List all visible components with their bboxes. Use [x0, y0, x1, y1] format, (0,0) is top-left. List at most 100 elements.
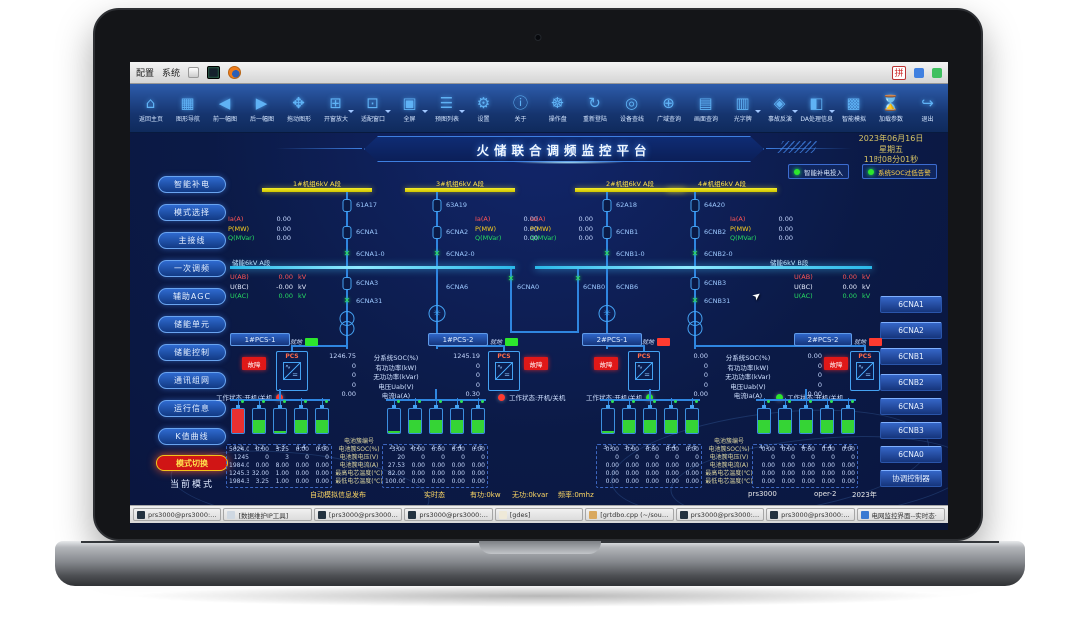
pcs-converter-box[interactable]: PCS ∿ = — [488, 351, 520, 391]
sidebar-item-run-info[interactable]: 运行信息 — [158, 400, 226, 417]
menu-system[interactable]: 系统 — [162, 69, 181, 79]
disconnector-icon[interactable]: ✕ — [603, 249, 611, 258]
sidebar-item-network[interactable]: 通讯组网 — [158, 372, 226, 389]
disconnector-icon[interactable]: ✕ — [507, 274, 515, 283]
right-button-6cnb1[interactable]: 6CNB1 — [880, 348, 942, 365]
sidebar-item-main-wiring[interactable]: 主接线 — [158, 232, 226, 249]
ime-indicator[interactable]: 拼 — [892, 65, 906, 80]
time-text: 11时08分01秒 — [863, 155, 919, 164]
toolbar-button-device-search[interactable]: ◎ 设备查线 — [613, 86, 650, 131]
disconnector-icon[interactable]: ✕ — [574, 274, 582, 283]
right-button-6cna1[interactable]: 6CNA1 — [880, 296, 942, 313]
disconnector-icon[interactable]: ✕ — [691, 296, 699, 305]
disconnector-icon[interactable]: ✕ — [343, 249, 351, 258]
pcs-converter-box[interactable]: PCS ∿ = — [276, 351, 308, 391]
sidebar-item-smart-charge[interactable]: 智能补电 — [158, 176, 226, 193]
menu-config[interactable]: 配置 — [136, 69, 155, 79]
toolbar-button-prev[interactable]: ◀ 前一幅图 — [206, 86, 243, 131]
breaker-symbol[interactable] — [432, 199, 442, 212]
toolbar-button-wide-query[interactable]: ⊕ 广域查询 — [650, 86, 687, 131]
pcs-converter-box[interactable]: PCS ∿ = — [628, 351, 660, 391]
right-button-6cna3[interactable]: 6CNA3 — [880, 398, 942, 415]
table-cell: 1246.75 — [329, 352, 356, 360]
toolbar-button-screen-query[interactable]: ▤ 画面查询 — [687, 86, 724, 131]
breaker-symbol[interactable] — [602, 199, 612, 212]
taskbar-window[interactable]: [grtdbo.cpp (~/sourc·· — [585, 508, 674, 521]
toolbar-button-next[interactable]: ▶ 后一幅图 — [243, 86, 280, 131]
breaker-symbol[interactable] — [342, 226, 352, 239]
toolbar-button-load-params[interactable]: ⌛ 加载参数 — [872, 86, 909, 131]
table-row: 27.53 0.00 0.00 0.00 0.00 — [385, 462, 485, 470]
taskbar-window[interactable]: [数据维护IP工具] — [223, 508, 312, 521]
taskbar-window[interactable]: prs3000@prs3000:~/·- — [675, 508, 765, 521]
taskbar-window[interactable]: 电网监控界面--实时态· — [856, 508, 945, 521]
table-cell: 0.00 — [451, 478, 465, 485]
toolbar-button-da-info[interactable]: ◧ DA处理信息 — [798, 86, 835, 131]
pcs-converter-box[interactable]: PCS ∿ = — [850, 351, 880, 391]
terminal-icon[interactable] — [207, 66, 221, 79]
toolbar-button-exit[interactable]: ↪ 退出 — [909, 86, 946, 131]
pcs-button-3[interactable]: 2#PCS-1 — [582, 333, 642, 346]
sidebar-item-k-curve[interactable]: K值曲线 — [158, 428, 226, 445]
breaker-symbol[interactable] — [690, 226, 700, 239]
toolbar-button-annunciator[interactable]: ▥ 光字牌 — [724, 86, 761, 131]
toolbar-button-replay[interactable]: ◈ 事故反演 — [761, 86, 798, 131]
toolbar-button-settings[interactable]: ⚙ 设置 — [465, 86, 502, 131]
right-button-controller[interactable]: 协调控制器 — [880, 470, 942, 487]
target-icon: ⊕ — [662, 93, 675, 112]
indicator-soc-alarm[interactable]: 系统SOC过低告警 — [862, 164, 937, 179]
right-button-6cnb2[interactable]: 6CNB2 — [880, 374, 942, 391]
measurement-row: U(AB) 0.00 kV — [230, 273, 310, 283]
taskbar-window[interactable]: prs3000@prs3000:~·- — [133, 508, 222, 521]
breaker-symbol[interactable] — [432, 226, 442, 239]
table-row: 0.00 — [662, 352, 708, 362]
disconnector-icon[interactable]: ✕ — [433, 249, 441, 258]
toolbar-button-list[interactable]: ☰ 预图列表 — [428, 86, 465, 131]
feeder-line — [695, 345, 865, 347]
disconnector-icon[interactable]: ✕ — [691, 249, 699, 258]
meas-value: 0.00 — [578, 224, 593, 233]
right-button-6cna0[interactable]: 6CNA0 — [880, 446, 942, 463]
toolbar-button-nav[interactable]: ▦ 图形导航 — [169, 86, 206, 131]
window-button[interactable] — [188, 67, 200, 78]
toolbar-button-simulation[interactable]: ▩ 智能模拟 — [835, 86, 872, 131]
taskbar-window[interactable]: prs3000@prs3000:~/ ·- — [766, 508, 855, 521]
taskbar-window[interactable]: [prs3000@prs3000:~·- — [313, 508, 403, 521]
right-button-6cna2[interactable]: 6CNA2 — [880, 322, 942, 339]
breaker-symbol[interactable] — [690, 277, 700, 290]
pcs-table-labels: 分系统SOC(%) 有功功率(kW) 无功功率(kVar) 电压Uab(V) 电流Ia(… — [712, 352, 784, 400]
sidebar-item-agc[interactable]: 辅助AGC — [158, 288, 226, 305]
breaker-symbol[interactable] — [602, 226, 612, 239]
sidebar-item-mode-select[interactable]: 模式选择 — [158, 204, 226, 221]
toolbar-button-zoom-window[interactable]: ⊞ 开窗放大 — [317, 86, 354, 131]
pcs-button-2[interactable]: 1#PCS-2 — [428, 333, 488, 346]
toolbar-button-relogin[interactable]: ↻ 重新登陆 — [576, 86, 613, 131]
sidebar-item-storage-control[interactable]: 储能控制 — [158, 344, 226, 361]
toolbar-button-pan[interactable]: ✥ 拖动图形 — [280, 86, 317, 131]
indicator-smart-charge[interactable]: 智能补电投入 — [788, 164, 849, 179]
toolbar-button-panel[interactable]: ☸ 操作盘 — [539, 86, 576, 131]
breaker-symbol[interactable] — [342, 277, 352, 290]
disconnector-icon[interactable]: ✕ — [343, 296, 351, 305]
taskbar-window[interactable]: [gdes] — [494, 508, 584, 521]
toolbar-label: 预图列表 — [434, 114, 459, 123]
sidebar-item-primary-fm[interactable]: 一次调频 — [158, 260, 226, 277]
toolbar-button-about[interactable]: ⓘ 关于 — [502, 86, 539, 131]
mode-switch-badge[interactable]: 模式切换 — [156, 455, 228, 471]
toolbar-button-fit-window[interactable]: ⊡ 适配窗口 — [354, 86, 391, 131]
right-button-6cnb3[interactable]: 6CNB3 — [880, 422, 942, 439]
breaker-label: 6CNA2 — [446, 228, 469, 236]
pcs-button-4[interactable]: 2#PCS-2 — [794, 333, 852, 346]
sidebar-item-storage-unit[interactable]: 储能单元 — [158, 316, 226, 333]
toolbar-button-fullscreen[interactable]: ▣ 全屏 — [391, 86, 428, 131]
terminal-icon — [679, 510, 688, 519]
toolbar-button-home[interactable]: ⌂ 返回主页 — [132, 86, 169, 131]
breaker-symbol[interactable] — [342, 199, 352, 212]
battery-fill — [388, 431, 400, 433]
tray-icon[interactable] — [914, 67, 924, 78]
tray-icon[interactable] — [932, 67, 942, 78]
pcs-button-1[interactable]: 1#PCS-1 — [230, 333, 290, 346]
taskbar-window[interactable]: prs3000@prs3000:~/... — [404, 508, 493, 521]
firefox-icon[interactable] — [228, 66, 242, 79]
breaker-symbol[interactable] — [690, 199, 700, 212]
